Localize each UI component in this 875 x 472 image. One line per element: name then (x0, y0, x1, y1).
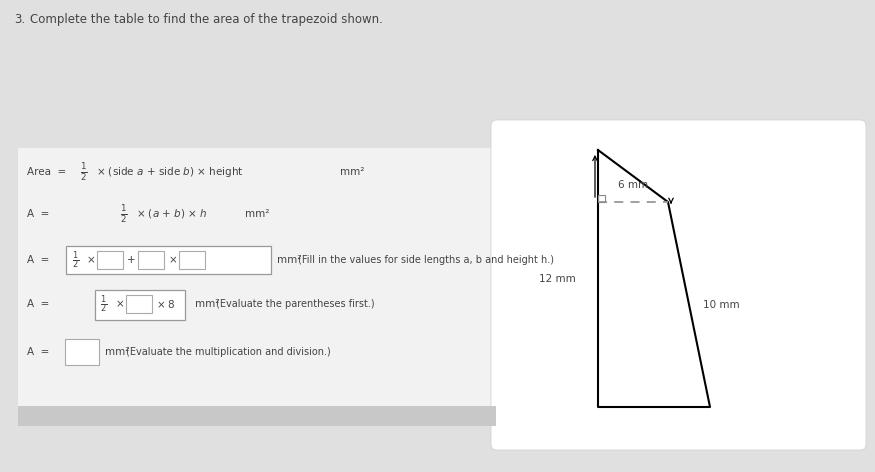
Text: $\frac{1}{2}$: $\frac{1}{2}$ (80, 161, 88, 183)
Text: mm²: mm² (105, 347, 130, 357)
Bar (95, 290, 185, 320)
Text: $\frac{1}{2}$: $\frac{1}{2}$ (100, 293, 108, 315)
Text: (Evaluate the multiplication and division.): (Evaluate the multiplication and divisio… (126, 347, 331, 357)
Bar (97, 251, 123, 269)
Text: 10 mm: 10 mm (703, 300, 739, 310)
Text: Complete the table to find the area of the trapezoid shown.: Complete the table to find the area of t… (30, 13, 383, 26)
Text: mm²: mm² (340, 167, 364, 177)
Text: $\frac{1}{2}$: $\frac{1}{2}$ (120, 203, 128, 225)
Bar (18, 406, 496, 426)
Text: A  =: A = (27, 209, 49, 219)
Text: $\times$ ($a$ + $b$) $\times$ $h$: $\times$ ($a$ + $b$) $\times$ $h$ (136, 208, 207, 220)
Text: 3.: 3. (14, 13, 25, 26)
FancyBboxPatch shape (18, 148, 496, 426)
Text: +: + (127, 255, 136, 265)
Text: A  =: A = (27, 299, 49, 309)
Text: 12 mm: 12 mm (539, 273, 576, 284)
Text: $\times$: $\times$ (168, 255, 178, 265)
FancyBboxPatch shape (491, 120, 866, 450)
Text: $\times$: $\times$ (115, 299, 124, 309)
Bar (598, 195, 605, 202)
Bar (138, 251, 164, 269)
Text: mm²: mm² (245, 209, 270, 219)
Text: (Fill in the values for side lengths a, b and height h.): (Fill in the values for side lengths a, … (298, 255, 554, 265)
Text: $\times$ 8: $\times$ 8 (156, 298, 176, 310)
Text: $\frac{1}{2}$: $\frac{1}{2}$ (72, 249, 80, 271)
Text: (Evaluate the parentheses first.): (Evaluate the parentheses first.) (216, 299, 374, 309)
Text: mm²: mm² (195, 299, 220, 309)
Text: A  =: A = (27, 255, 49, 265)
Text: A  =: A = (27, 347, 49, 357)
Bar (65, 339, 99, 365)
Text: 6 mm: 6 mm (618, 180, 648, 190)
Text: $\times$ (side $a$ + side $b$) $\times$ height: $\times$ (side $a$ + side $b$) $\times$ … (96, 165, 243, 179)
Bar (66, 246, 271, 274)
Bar (179, 251, 205, 269)
Bar (126, 295, 152, 313)
Text: Area  =: Area = (27, 167, 66, 177)
Text: mm²: mm² (277, 255, 301, 265)
Text: $\times$: $\times$ (86, 255, 95, 265)
